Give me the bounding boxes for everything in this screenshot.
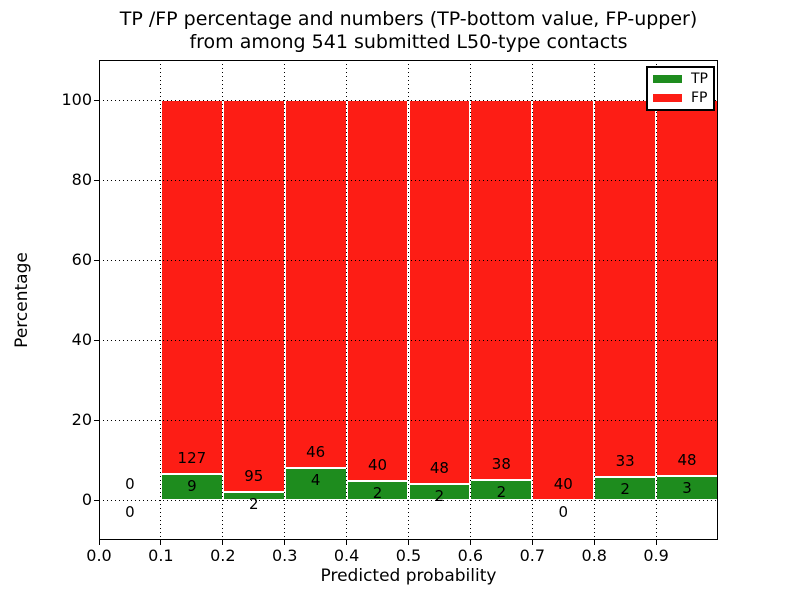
tp-count-annotation: 9 — [187, 476, 197, 495]
y-tick-label: 40 — [71, 330, 92, 349]
y-tick-mark — [94, 99, 99, 101]
x-tick-label: 0.4 — [333, 546, 360, 565]
y-tick-label: 80 — [71, 170, 92, 189]
x-tick-label: 0.7 — [519, 546, 546, 565]
bar-tp-segment — [284, 468, 347, 500]
y-tick-mark — [94, 179, 99, 181]
y-tick-mark — [94, 419, 99, 421]
bar-fp-segment — [594, 100, 657, 478]
legend-entry-fp: FP — [653, 91, 708, 105]
fp-count-annotation: 48 — [677, 451, 697, 470]
fp-count-annotation: 0 — [125, 475, 135, 493]
tp-legend-swatch-icon — [653, 75, 682, 84]
x-tick-label: 0.1 — [148, 546, 174, 565]
chart-title-line2: from among 541 submitted L50-type contac… — [189, 31, 628, 53]
x-tick-mark — [284, 540, 286, 545]
gridline-vertical — [222, 60, 224, 540]
fp-count-annotation: 40 — [553, 475, 573, 493]
bar-fp-segment — [346, 100, 409, 481]
x-tick-label: 0.6 — [457, 546, 484, 565]
gridline-vertical — [346, 60, 348, 540]
y-tick-mark — [94, 339, 99, 341]
bar-fp-segment — [284, 100, 347, 468]
fp-legend-swatch-icon — [653, 93, 682, 102]
x-tick-mark — [593, 540, 595, 545]
x-axis-label: Predicted probability — [320, 566, 497, 586]
bar-fp-segment — [222, 100, 285, 492]
x-tick-label: 0.9 — [643, 546, 669, 565]
y-tick-mark — [94, 259, 99, 261]
legend-label-fp: FP — [691, 89, 708, 106]
bar-fp-segment — [408, 100, 471, 484]
x-tick-label: 0.3 — [271, 546, 298, 565]
y-tick-mark — [94, 499, 99, 501]
tp-count-annotation: 2 — [248, 494, 259, 513]
gridline-vertical — [160, 60, 162, 540]
chart-title: TP /FP percentage and numbers (TP-bottom… — [99, 8, 718, 54]
fp-count-annotation: 40 — [368, 455, 388, 474]
tp-count-annotation: 4 — [310, 471, 321, 489]
gridline-vertical — [408, 60, 409, 540]
x-tick-mark — [655, 540, 657, 545]
x-tick-mark — [160, 540, 162, 545]
y-tick-label: 100 — [61, 90, 92, 109]
fp-count-annotation: 48 — [429, 459, 449, 477]
gridline-vertical — [655, 60, 657, 540]
fp-count-annotation: 127 — [177, 448, 207, 467]
gridline-vertical — [531, 60, 533, 540]
x-tick-label: 0.2 — [210, 546, 236, 565]
x-tick-mark — [531, 540, 533, 545]
legend-entry-tp: TP — [653, 72, 708, 86]
x-tick-label: 0.0 — [86, 546, 112, 565]
y-tick-label: 20 — [71, 410, 92, 429]
gridline-vertical — [284, 60, 286, 540]
tp-count-annotation: 2 — [496, 483, 507, 501]
y-tick-label: 0 — [81, 490, 92, 509]
x-tick-mark — [408, 540, 409, 545]
tp-count-annotation: 2 — [372, 483, 383, 502]
x-tick-mark — [346, 540, 348, 545]
bar-tp-segment — [160, 473, 223, 500]
bar-fp-segment — [470, 100, 533, 480]
x-tick-label: 0.8 — [581, 546, 607, 565]
tp-count-annotation: 2 — [620, 480, 630, 499]
fp-count-annotation: 95 — [244, 466, 264, 485]
x-tick-mark — [469, 540, 471, 545]
x-tick-mark — [98, 540, 100, 545]
tp-count-annotation: 3 — [682, 479, 692, 498]
x-tick-label: 0.5 — [395, 546, 422, 565]
tp-count-annotation: 2 — [434, 487, 445, 505]
fp-count-annotation: 38 — [491, 455, 511, 473]
y-tick-label: 60 — [71, 250, 92, 269]
chart-title-line1: TP /FP percentage and numbers (TP-bottom… — [119, 8, 698, 30]
legend-label-tp: TP — [691, 71, 708, 88]
x-tick-mark — [222, 540, 224, 545]
gridline-vertical — [593, 60, 595, 540]
gridline-vertical — [469, 60, 471, 540]
fp-count-annotation: 46 — [306, 443, 326, 461]
bar-fp-segment — [532, 100, 595, 500]
tp-count-annotation: 0 — [125, 503, 135, 521]
y-axis-label: Percentage — [12, 252, 32, 348]
fp-count-annotation: 33 — [615, 452, 635, 471]
tp-count-annotation: 0 — [558, 503, 569, 521]
bar-fp-segment — [160, 100, 223, 474]
legend: TP FP — [646, 66, 715, 111]
